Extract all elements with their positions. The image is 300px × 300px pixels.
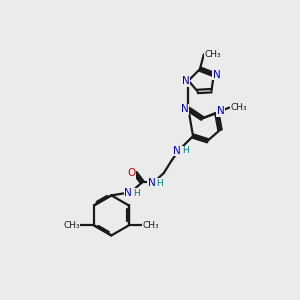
Text: N: N [182, 76, 190, 86]
Text: N: N [124, 188, 132, 198]
Text: CH₃: CH₃ [230, 103, 247, 112]
Text: CH₃: CH₃ [143, 221, 159, 230]
Text: CH₃: CH₃ [63, 221, 80, 230]
Text: H: H [134, 189, 140, 198]
Text: H: H [157, 178, 163, 188]
Text: H: H [182, 146, 189, 155]
Text: N: N [181, 104, 188, 114]
Text: N: N [217, 106, 225, 116]
Text: O: O [127, 168, 136, 178]
Text: N: N [148, 178, 155, 188]
Text: N: N [173, 146, 181, 156]
Text: N: N [213, 70, 221, 80]
Text: CH₃: CH₃ [205, 50, 221, 59]
